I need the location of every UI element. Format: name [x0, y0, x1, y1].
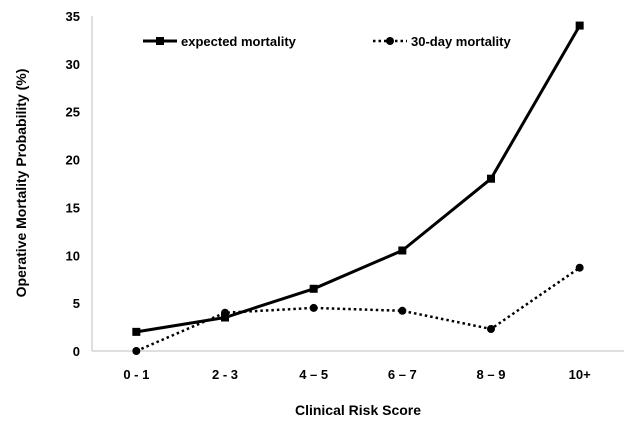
- data-point: [398, 246, 407, 255]
- y-tick-label: 20: [66, 153, 80, 168]
- data-point: [575, 21, 584, 30]
- legend-item: 30-day mortality: [373, 34, 511, 49]
- legend-label: expected mortality: [181, 34, 297, 49]
- series-2: [132, 263, 584, 355]
- x-tick-label: 0 - 1: [123, 367, 149, 382]
- data-point: [132, 347, 141, 355]
- data-point: [575, 263, 584, 272]
- series-layer: [132, 21, 584, 355]
- y-tick-label: 15: [66, 200, 80, 215]
- data-point: [309, 284, 318, 293]
- y-tick-label: 5: [73, 296, 80, 311]
- x-tick-labels: 0 - 1 2 - 3 4 – 5 6 – 7 8 – 9 10+: [123, 367, 591, 382]
- data-point: [309, 303, 318, 312]
- legend: expected mortality 30-day mortality: [143, 34, 511, 49]
- y-tick-labels: 0 5 10 15 20 25 30 35: [66, 9, 80, 359]
- x-tick-label: 6 – 7: [388, 367, 417, 382]
- legend-label: 30-day mortality: [411, 34, 511, 49]
- series-1: [132, 21, 584, 336]
- x-tick-label: 4 – 5: [299, 367, 328, 382]
- data-point: [221, 308, 229, 317]
- y-axis-title: Operative Mortality Probability (%): [13, 69, 29, 298]
- legend-item: expected mortality: [143, 34, 297, 49]
- y-tick-label: 10: [66, 248, 80, 263]
- data-point: [398, 306, 407, 315]
- y-tick-label: 25: [66, 105, 80, 120]
- data-point: [487, 324, 495, 333]
- y-tick-label: 35: [66, 9, 80, 24]
- data-point: [132, 327, 141, 336]
- legend-marker: [386, 37, 394, 45]
- x-tick-label: 8 – 9: [477, 367, 506, 382]
- series-line: [136, 24, 581, 334]
- x-axis-title: Clinical Risk Score: [295, 402, 421, 418]
- x-tick-label: 2 - 3: [212, 367, 238, 382]
- data-point: [221, 313, 229, 322]
- y-tick-label: 30: [66, 57, 80, 72]
- legend-marker: [156, 37, 164, 45]
- data-point: [487, 174, 495, 183]
- series-line: [135, 266, 581, 353]
- y-tick-label: 0: [73, 344, 80, 359]
- x-tick-label: 10+: [569, 367, 591, 382]
